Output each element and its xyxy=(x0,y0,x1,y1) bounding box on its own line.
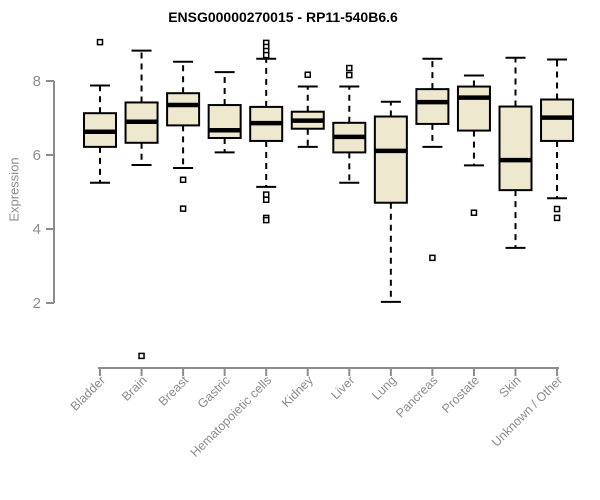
y-axis: 2 4 6 8 xyxy=(33,73,55,312)
outlier-point xyxy=(138,352,145,360)
box-pancreas xyxy=(415,57,450,262)
box-gastric xyxy=(207,71,242,154)
iqr-box xyxy=(540,98,575,142)
outlier-point xyxy=(553,205,561,213)
box-kidney xyxy=(290,71,325,148)
outlier-point xyxy=(470,209,478,216)
x-tick-label-brain: Brain xyxy=(119,373,150,404)
outlier-point xyxy=(304,71,311,78)
outlier-point xyxy=(262,191,270,198)
iqr-box xyxy=(207,104,242,139)
iqr-box xyxy=(498,105,533,192)
y-tick-label-2: 2 xyxy=(33,295,41,312)
x-tick-label-hematopoietic-cells: Hematopoietic cells xyxy=(188,373,275,460)
box-unknown-other xyxy=(540,58,575,222)
box-prostate xyxy=(456,74,491,216)
outlier-point xyxy=(262,51,270,59)
chart-title: ENSG00000270015 - RP11-540B6.6 xyxy=(168,9,398,25)
x-tick-label-unknown-other: Unknown / Other xyxy=(489,373,565,449)
x-tick-label-breast: Breast xyxy=(156,373,192,409)
iqr-box xyxy=(456,85,491,132)
outlier-point xyxy=(429,254,436,262)
box-brain xyxy=(124,49,159,360)
outlier-point xyxy=(262,196,270,204)
x-tick-label-gastric: Gastric xyxy=(195,373,233,411)
x-tick-label-kidney: Kidney xyxy=(279,373,316,410)
y-tick-label-8: 8 xyxy=(33,73,41,90)
box-lung xyxy=(373,100,408,303)
x-tick-label-bladder: Bladder xyxy=(68,373,108,413)
x-tick-label-pancreas: Pancreas xyxy=(393,373,440,420)
iqr-box xyxy=(373,115,408,204)
iqr-box xyxy=(415,88,450,125)
box-liver xyxy=(332,64,367,184)
x-tick-label-prostate: Prostate xyxy=(439,373,482,416)
outlier-point xyxy=(179,176,187,184)
x-tick-label-liver: Liver xyxy=(328,373,357,402)
x-tick-label-skin: Skin xyxy=(497,373,524,400)
outlier-point xyxy=(179,205,187,212)
box-skin xyxy=(498,56,533,249)
y-tick-label-6: 6 xyxy=(33,147,41,164)
box-hematopoietic-cells xyxy=(249,39,284,224)
box-bladder xyxy=(83,38,117,184)
box-breast xyxy=(166,60,201,212)
outlier-point xyxy=(553,214,561,222)
outlier-point xyxy=(262,216,270,224)
outlier-point xyxy=(346,71,353,79)
iqr-box xyxy=(166,92,201,127)
outlier-point xyxy=(96,38,104,46)
x-tick-label-lung: Lung xyxy=(369,373,399,403)
y-tick-label-4: 4 xyxy=(33,221,41,238)
outlier-point xyxy=(346,64,353,72)
